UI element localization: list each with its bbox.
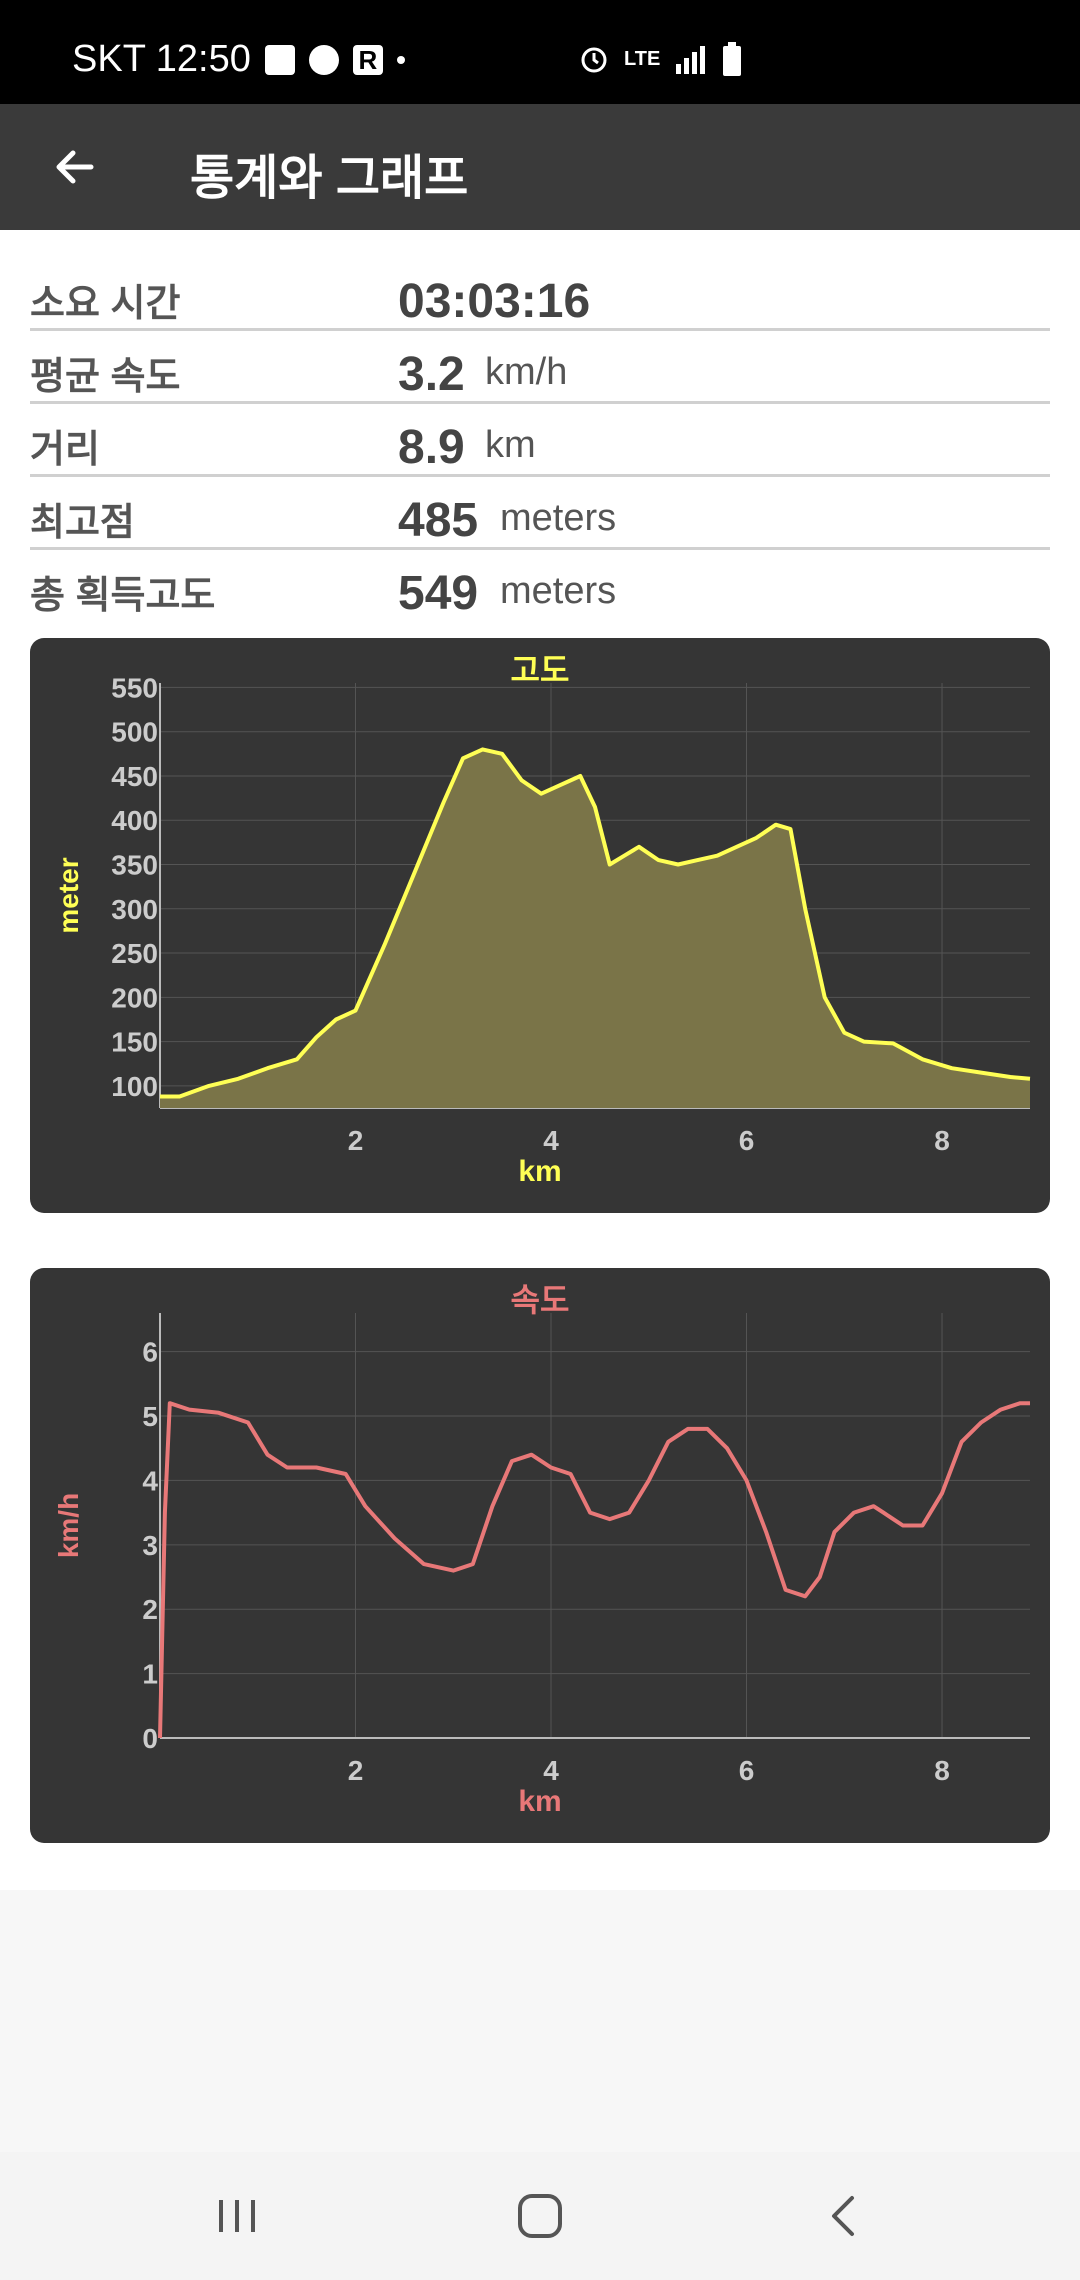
status-bar: SKT 12:50 R LTE: [0, 0, 1080, 104]
x-tick-label: 2: [348, 1755, 364, 1786]
y-tick-label: 550: [111, 672, 158, 703]
y-tick-label: 500: [111, 717, 158, 748]
stat-unit: km: [485, 424, 536, 466]
y-tick-label: 2: [142, 1594, 158, 1625]
stat-unit: meters: [500, 570, 617, 612]
y-tick-label: 100: [111, 1071, 158, 1102]
x-tick-label: 8: [934, 1125, 950, 1156]
y-tick-label: 5: [142, 1401, 158, 1432]
lte-icon: LTE: [624, 47, 661, 70]
y-tick-label: 0: [142, 1723, 158, 1754]
speed-chart-card: 2 4 6 8 0 1 2 3 4 5 6 속도 km km/h: [30, 1268, 1050, 1843]
chart-title: 속도: [511, 1281, 570, 1319]
x-axis-label: km: [518, 1155, 561, 1188]
r-app-icon: R: [352, 44, 383, 75]
nav-bar: [0, 2152, 1080, 2280]
back-button[interactable]: [40, 132, 110, 202]
stat-row-duration: 소요 시간 03:03:16: [30, 258, 1050, 331]
stat-label: 최고점: [30, 502, 135, 544]
stat-unit: km/h: [485, 351, 568, 393]
app-bar: 통계와 그래프: [0, 104, 1080, 230]
y-tick-label: 400: [111, 805, 158, 836]
elevation-chart: 2 4 6 8 100 150 200 250 300 350 400 450 500 550 고도 km me…: [53, 651, 1031, 1188]
carrier-time: SKT 12:50: [72, 38, 251, 80]
stat-row-distance: 거리 8.9 km: [30, 404, 1050, 477]
arrow-left-icon: [56, 150, 94, 184]
back-nav-icon[interactable]: [822, 2192, 866, 2240]
series-line: [158, 1401, 1030, 1739]
stat-label: 거리: [30, 429, 100, 471]
stat-label: 평균 속도: [30, 356, 181, 398]
page-title: 통계와 그래프: [190, 152, 469, 205]
stat-value: 03:03:16: [398, 275, 591, 328]
series-line: [160, 747, 1031, 1099]
y-axis-label: km/h: [53, 1493, 84, 1558]
stat-row-highest: 최고점 485 meters: [30, 477, 1050, 550]
speed-chart: 2 4 6 8 0 1 2 3 4 5 6 속도 km km/h: [53, 1281, 1030, 1818]
stat-value: 3.2: [398, 348, 465, 401]
y-tick-label: 350: [111, 850, 158, 881]
chart-title: 고도: [511, 651, 570, 689]
recycle-icon: [308, 44, 339, 75]
stat-row-total-ascent: 총 획득고도 549 meters: [30, 550, 1050, 620]
x-tick-label: 6: [739, 1125, 755, 1156]
y-tick-label: 1: [142, 1659, 158, 1690]
stat-value: 485: [398, 494, 479, 547]
stat-label: 총 획득고도: [30, 575, 216, 617]
stat-label: 소요 시간: [30, 283, 181, 325]
y-tick-label: 200: [111, 982, 158, 1013]
x-tick-label: 4: [543, 1755, 559, 1786]
y-tick-label: 250: [111, 938, 158, 969]
home-icon[interactable]: [516, 2192, 564, 2240]
gallery-icon: [264, 44, 295, 75]
y-tick-label: 450: [111, 761, 158, 792]
y-tick-label: 4: [142, 1465, 158, 1496]
y-tick-label: 150: [111, 1027, 158, 1058]
stats-table: 소요 시간 03:03:16 평균 속도 3.2 km/h 거리 8.9 km …: [30, 258, 1050, 620]
dot-icon: [396, 55, 405, 64]
x-tick-label: 4: [543, 1125, 559, 1156]
y-axis-label: meter: [53, 857, 84, 933]
stat-row-avg-speed: 평균 속도 3.2 km/h: [30, 331, 1050, 404]
y-tick-label: 6: [142, 1337, 158, 1368]
x-tick-label: 8: [934, 1755, 950, 1786]
status-left: SKT 12:50 R: [72, 38, 405, 81]
signal-icon: [676, 46, 706, 74]
stat-value: 8.9: [398, 421, 465, 474]
x-tick-label: 2: [348, 1125, 364, 1156]
y-tick-label: 3: [142, 1530, 158, 1561]
status-right: LTE: [578, 42, 742, 76]
battery-icon: [723, 42, 742, 76]
elevation-chart-card: 2 4 6 8 100 150 200 250 300 350 400 450 500 550 고도 km me…: [30, 638, 1050, 1213]
stat-value: 549: [398, 567, 479, 620]
x-axis-label: km: [518, 1785, 561, 1818]
alarm-icon: [581, 47, 607, 73]
recent-apps-icon[interactable]: [215, 2194, 259, 2238]
y-tick-label: 300: [111, 894, 158, 925]
x-tick-label: 6: [739, 1755, 755, 1786]
series-area: [160, 749, 1030, 1108]
empty-area: [0, 1890, 1080, 2152]
stat-unit: meters: [500, 497, 617, 539]
